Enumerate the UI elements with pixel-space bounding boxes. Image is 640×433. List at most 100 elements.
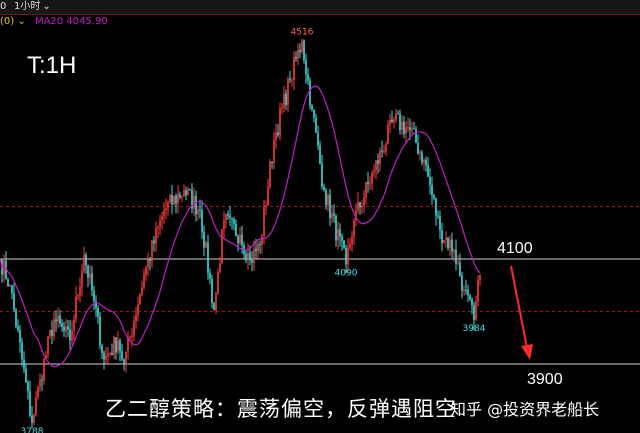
candle-body <box>279 108 281 136</box>
candle-body <box>331 213 333 219</box>
candle-body <box>109 353 111 355</box>
candle-body <box>307 74 309 81</box>
candle-body <box>193 195 195 209</box>
candle-body <box>317 132 319 146</box>
candle-body <box>463 289 465 291</box>
candle-body <box>419 152 421 154</box>
candle-body <box>291 79 293 81</box>
candle-body <box>253 248 255 263</box>
candle-body <box>303 40 305 61</box>
candle-body <box>41 379 43 381</box>
candle-body <box>3 260 5 275</box>
candle-body <box>153 240 155 244</box>
candle-body <box>319 145 321 164</box>
candle-body <box>135 314 137 322</box>
candle-body <box>113 337 115 356</box>
candle-body <box>21 342 23 360</box>
candle-body <box>5 260 7 280</box>
candle-body <box>289 79 291 81</box>
candle-body <box>163 210 165 217</box>
candle-body <box>277 132 279 136</box>
candle-body <box>413 128 415 130</box>
candle-body <box>439 216 441 231</box>
candle-body <box>177 194 179 204</box>
candle-body <box>365 182 367 198</box>
candle-body <box>299 49 301 53</box>
candle-body <box>141 287 143 295</box>
candle-body <box>473 305 475 320</box>
ma20-value: MA20 4045.90 <box>34 16 108 27</box>
candle-body <box>381 150 383 152</box>
candle-body <box>405 127 407 134</box>
candle-body <box>427 165 429 177</box>
candle-body <box>247 252 249 261</box>
candle-body <box>123 359 125 364</box>
candle-body <box>139 294 141 305</box>
candle-body <box>87 265 89 278</box>
candle-body <box>11 285 13 293</box>
candle-body <box>169 194 171 203</box>
candle-body <box>73 319 75 331</box>
candle-body <box>181 195 183 198</box>
candle-body <box>399 113 401 130</box>
candle-body <box>105 355 107 360</box>
candle-body <box>55 319 57 322</box>
candle-body <box>129 336 131 338</box>
candle-body <box>133 321 135 336</box>
candle-body <box>475 301 477 320</box>
candle-body <box>407 127 409 129</box>
candle-body <box>441 230 443 243</box>
candle-body <box>235 223 237 236</box>
candle-body <box>329 194 331 219</box>
candle-body <box>479 274 481 281</box>
candle-body <box>93 290 95 301</box>
candle-body <box>213 303 215 310</box>
candle-body <box>149 259 151 261</box>
candle-body <box>219 263 221 273</box>
candle-body <box>81 271 83 287</box>
candle-body <box>75 296 77 320</box>
candle-body <box>83 254 85 272</box>
candle-body <box>165 208 167 211</box>
candle-body <box>301 40 303 53</box>
candle-body <box>363 197 365 206</box>
top-toolbar: 0 1小时 ⌄ <box>0 0 640 15</box>
candle-body <box>37 386 39 397</box>
candle-body <box>251 260 253 263</box>
candle-body <box>127 337 129 352</box>
candle-body <box>459 262 461 276</box>
extreme-label-4516: 4516 <box>291 28 314 38</box>
extreme-label-3984: 3984 <box>463 324 486 334</box>
candle-body <box>199 209 201 211</box>
candle-body <box>273 139 275 163</box>
candle-body <box>189 189 191 191</box>
candle-body <box>85 254 87 266</box>
candle-body <box>157 226 159 229</box>
candle-body <box>175 195 177 204</box>
candle-body <box>179 194 181 198</box>
candle-body <box>173 195 175 205</box>
candle-body <box>217 272 219 293</box>
toolbar-fragment: 0 <box>0 1 7 12</box>
candle-body <box>31 415 33 423</box>
candle-body <box>477 280 479 302</box>
candle-body <box>367 182 369 185</box>
candle-body <box>395 113 397 120</box>
indicator-chevron-icon[interactable]: ⌄ <box>17 16 26 27</box>
candle-body <box>361 205 363 208</box>
candle-body <box>283 93 285 108</box>
candle-body <box>383 151 385 153</box>
chevron-down-icon: ⌄ <box>42 1 51 12</box>
period-selector[interactable]: 1小时 ⌄ <box>14 0 51 14</box>
candle-body <box>447 237 449 248</box>
candle-body <box>241 234 243 246</box>
candle-body <box>409 127 411 130</box>
candle-body <box>131 335 133 337</box>
candle-body <box>225 213 227 221</box>
candle-body <box>7 279 9 287</box>
candle-body <box>349 243 351 248</box>
arrow-head-icon <box>521 344 533 360</box>
candle-body <box>229 215 231 218</box>
candle-body <box>357 202 359 211</box>
